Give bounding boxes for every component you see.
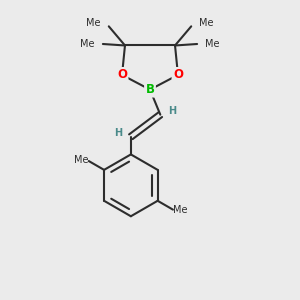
Text: Me: Me	[206, 39, 220, 49]
Text: B: B	[146, 83, 154, 96]
Text: Me: Me	[173, 205, 188, 214]
Text: O: O	[173, 68, 183, 81]
Text: Me: Me	[74, 154, 89, 165]
Text: Me: Me	[200, 18, 214, 28]
Text: Me: Me	[86, 18, 100, 28]
Text: O: O	[117, 68, 127, 81]
Text: H: H	[169, 106, 177, 116]
Text: H: H	[114, 128, 123, 138]
Text: Me: Me	[80, 39, 94, 49]
